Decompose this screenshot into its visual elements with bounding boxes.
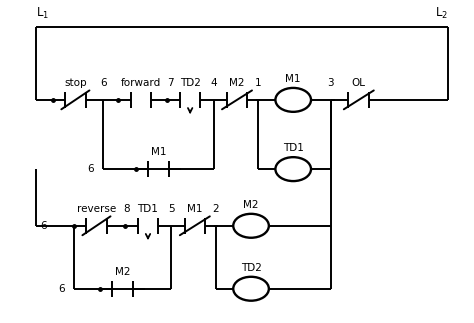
Text: forward: forward <box>121 78 161 88</box>
Text: M2: M2 <box>115 267 130 277</box>
Text: M1: M1 <box>187 204 202 214</box>
Text: 4: 4 <box>210 78 217 88</box>
Text: M2: M2 <box>243 200 259 210</box>
Text: stop: stop <box>64 78 87 88</box>
Text: 8: 8 <box>124 204 130 214</box>
Text: 6: 6 <box>58 284 64 294</box>
Text: 1: 1 <box>255 78 261 88</box>
Text: 3: 3 <box>328 78 334 88</box>
Text: 6: 6 <box>100 78 107 88</box>
Text: M1: M1 <box>285 74 301 84</box>
Text: TD2: TD2 <box>241 263 262 273</box>
Text: M1: M1 <box>151 147 166 157</box>
Text: 6: 6 <box>40 221 47 231</box>
Text: OL: OL <box>352 78 366 88</box>
Text: 7: 7 <box>167 78 173 88</box>
Text: L$_1$: L$_1$ <box>36 6 49 21</box>
Text: TD1: TD1 <box>283 143 304 153</box>
Text: 2: 2 <box>213 204 219 214</box>
Text: 5: 5 <box>168 204 175 214</box>
Text: reverse: reverse <box>77 204 116 214</box>
Text: L$_2$: L$_2$ <box>435 6 448 21</box>
Text: 6: 6 <box>88 164 94 174</box>
Text: TD1: TD1 <box>137 204 158 214</box>
Text: TD2: TD2 <box>180 78 201 88</box>
Text: M2: M2 <box>229 78 245 88</box>
